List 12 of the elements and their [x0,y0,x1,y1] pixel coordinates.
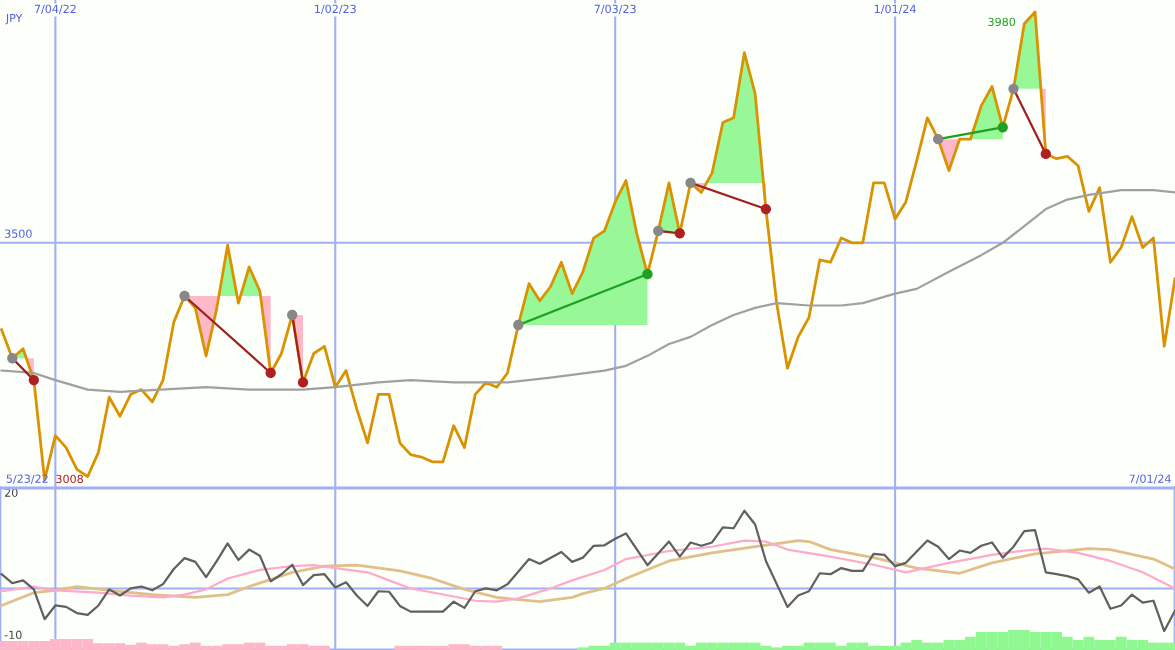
y-tick-label: 20 [4,488,18,497]
x-tick-label: 7/04/22 [34,4,76,14]
y-tick-label: -10 [4,630,22,640]
annotation: 3500 [5,229,32,238]
annotation: 3008 [56,474,83,484]
x-tick-label: 1/01/24 [874,4,916,14]
annotation: 3980 [988,17,1016,27]
x-tick-label: 7/03/23 [594,4,636,14]
annotation: JPY [5,13,23,25]
annotation: 7/01/24 [1129,474,1171,484]
x-tick-label: 1/02/23 [315,4,356,14]
annotation: 5/23/22 [6,474,48,484]
